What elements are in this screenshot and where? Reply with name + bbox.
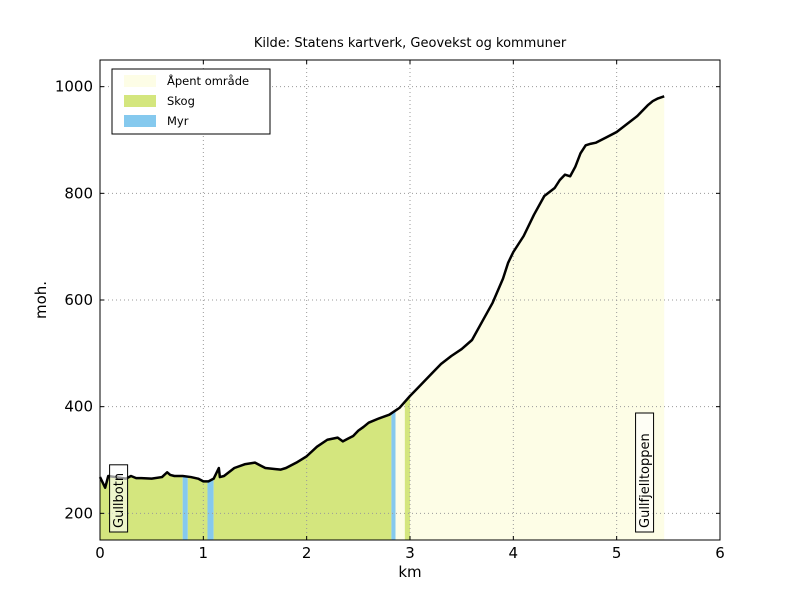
x-tick-label: 5 (612, 544, 622, 562)
place-annotation-box (109, 464, 129, 533)
x-tick-label: 6 (715, 544, 725, 562)
land-cover-segment (182, 476, 188, 540)
place-annotation: Gullfjelltoppen (635, 412, 655, 533)
y-tick-label: 400 (64, 398, 93, 416)
x-tick-label: 0 (95, 544, 105, 562)
place-annotation-box (635, 412, 655, 533)
legend-swatch (124, 115, 156, 127)
land-cover-segment (395, 401, 405, 540)
y-axis-label: moh. (32, 281, 50, 319)
place-annotation-label: Gullbotn (112, 473, 127, 528)
y-tick-label: 600 (64, 291, 93, 309)
x-tick-label: 2 (302, 544, 312, 562)
land-cover-segment (391, 410, 396, 540)
chart-title: Kilde: Statens kartverk, Geovekst og kom… (254, 36, 567, 51)
place-annotation: Gullbotn (109, 464, 129, 533)
axis-ticks: 0 1 2 3 4 5 6 200 400 600 800 1000 (55, 60, 725, 562)
y-tick-label: 200 (64, 504, 93, 522)
land-cover-segment (404, 396, 410, 540)
legend-swatch (124, 75, 156, 87)
x-tick-label: 4 (509, 544, 519, 562)
x-axis-label: km (398, 563, 421, 581)
land-cover-segment (187, 476, 208, 540)
grid-lines (100, 60, 720, 540)
legend-label: Åpent område (167, 73, 249, 88)
land-cover-segment (410, 96, 665, 541)
place-annotation-label: Gullfjelltoppen (638, 433, 653, 528)
legend-label: Skog (167, 94, 195, 108)
land-cover-segment (207, 478, 214, 540)
land-cover-layer (100, 96, 665, 541)
elevation-line (98, 95, 665, 489)
legend: Åpent område Skog Myr (111, 68, 271, 135)
y-tick-label: 800 (64, 184, 93, 202)
x-tick-label: 3 (405, 544, 415, 562)
x-tick-label: 1 (199, 544, 209, 562)
elevation-line-layer (98, 95, 665, 489)
legend-label: Myr (167, 114, 189, 128)
legend-swatch (124, 95, 156, 107)
place-annotations: Gullbotn Gullfjelltoppen (109, 412, 655, 533)
land-cover-segment (213, 413, 392, 540)
y-tick-label: 1000 (55, 78, 93, 96)
